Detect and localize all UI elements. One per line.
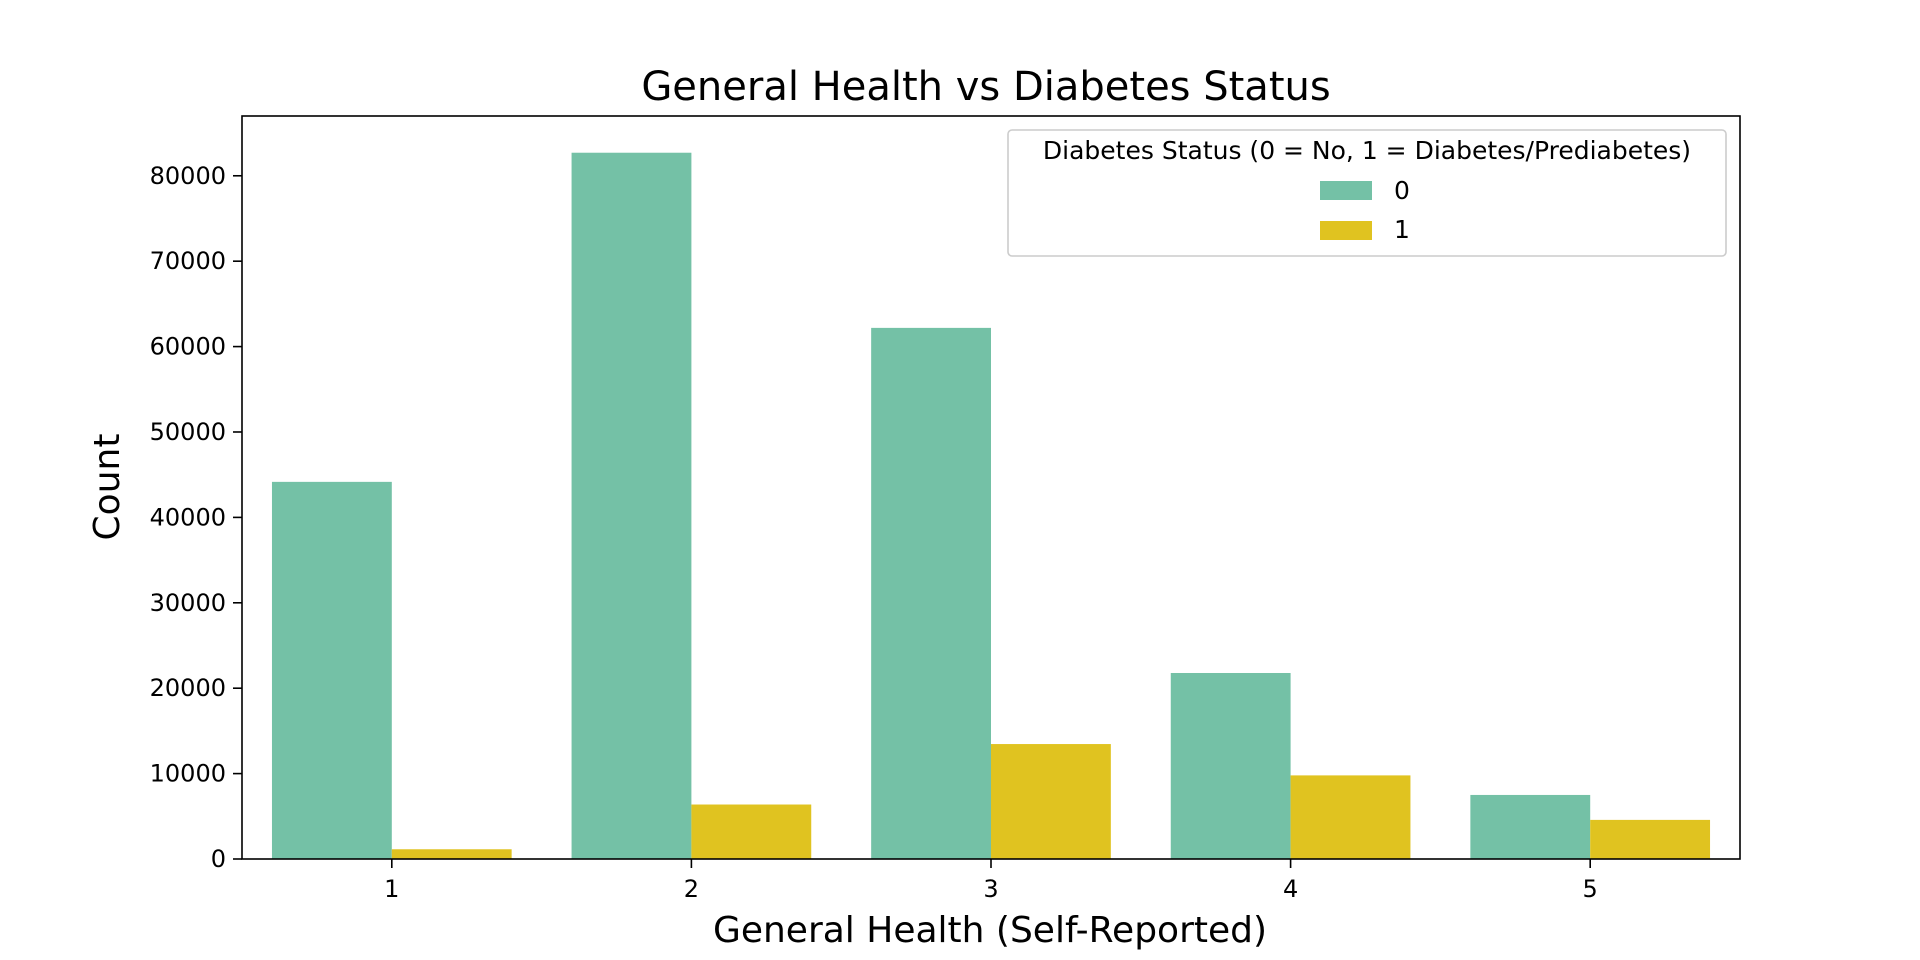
bar-cat-1-series-0 <box>271 481 392 859</box>
bar-cat-2-series-0 <box>571 152 692 859</box>
bar-cat-4-series-1 <box>1290 775 1411 859</box>
bars-group <box>271 152 1711 859</box>
x-tick-label: 3 <box>983 875 998 903</box>
y-tick-label: 40000 <box>150 503 226 531</box>
legend-swatch-series-0 <box>1320 181 1372 200</box>
legend-label-series-0: 0 <box>1394 176 1410 205</box>
y-tick-label: 30000 <box>150 589 226 617</box>
y-tick-label: 80000 <box>150 162 226 190</box>
y-tick-label: 10000 <box>150 760 226 788</box>
legend-swatch-series-1 <box>1320 221 1372 240</box>
x-ticks-group: 1 2 3 4 5 <box>384 859 1598 903</box>
y-tick-label: 60000 <box>150 333 226 361</box>
y-tick-label: 20000 <box>150 674 226 702</box>
bar-cat-1-series-1 <box>391 849 512 859</box>
y-ticks-group: 0 10000 20000 30000 40000 50000 60000 70000 8000… <box>150 162 242 873</box>
bar-cat-3-series-1 <box>991 744 1111 859</box>
y-tick-label: 0 <box>211 845 226 873</box>
legend: Diabetes Status (0 = No, 1 = Diabetes/Pr… <box>1007 129 1727 257</box>
bar-cat-2-series-1 <box>691 804 812 859</box>
chart-title: General Health vs Diabetes Status <box>641 64 1330 110</box>
bar-cat-4-series-0 <box>1170 672 1291 859</box>
bar-cat-5-series-0 <box>1470 794 1591 859</box>
x-tick-label: 2 <box>684 875 699 903</box>
x-tick-label: 5 <box>1583 875 1598 903</box>
legend-label-series-1: 1 <box>1394 215 1410 244</box>
plot-frame <box>241 115 1741 860</box>
legend-title: Diabetes Status (0 = No, 1 = Diabetes/Pr… <box>1043 136 1691 165</box>
x-tick-label: 4 <box>1283 875 1298 903</box>
x-tick-label: 1 <box>384 875 399 903</box>
bar-cat-5-series-1 <box>1590 819 1711 859</box>
y-axis-label: Count <box>87 434 128 541</box>
bar-cat-3-series-0 <box>871 327 991 859</box>
y-tick-label: 50000 <box>150 418 226 446</box>
y-tick-label: 70000 <box>150 247 226 275</box>
x-axis-label: General Health (Self-Reported) <box>713 910 1267 951</box>
